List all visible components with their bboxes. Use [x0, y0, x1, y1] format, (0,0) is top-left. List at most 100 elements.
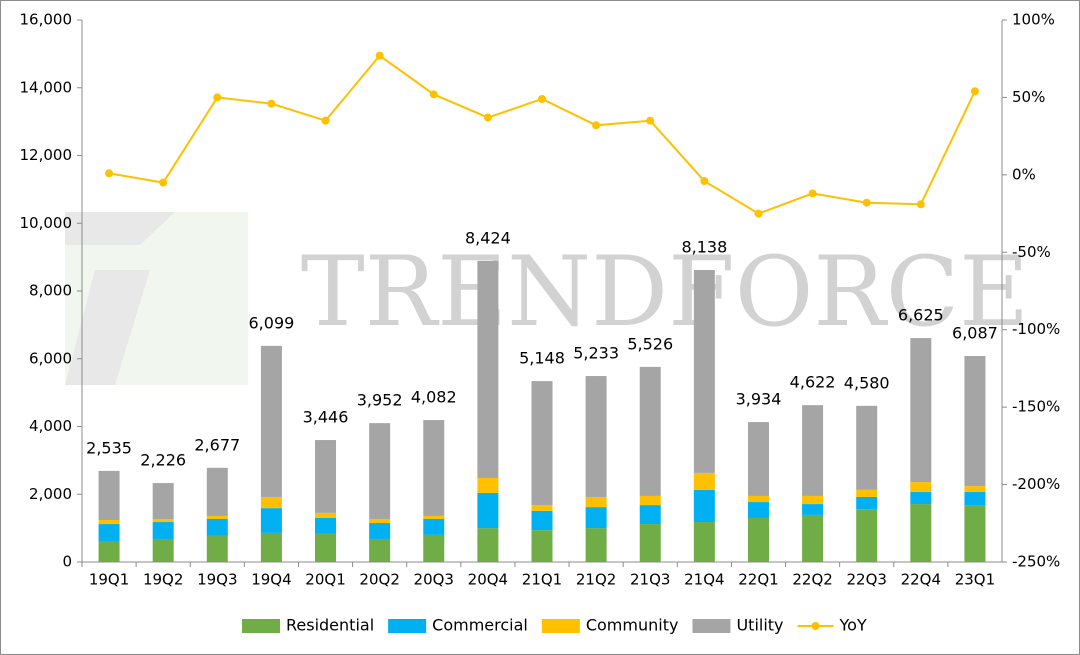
bar-segment	[531, 381, 553, 506]
yoy-point	[754, 209, 763, 218]
yoy-point	[375, 51, 384, 60]
y-tick-label: 10,000	[20, 214, 73, 232]
yoy-point	[538, 94, 546, 103]
bar-segment	[369, 518, 391, 524]
y2-tick-label: -50%	[1012, 243, 1051, 261]
total-label: 5,148	[519, 349, 565, 368]
bar-segment	[802, 514, 824, 562]
bar-segment	[98, 540, 120, 562]
yoy-point	[321, 116, 330, 125]
bar-segment	[260, 532, 282, 562]
y2-tick-label: -150%	[1012, 398, 1060, 416]
yoy-point	[483, 113, 492, 122]
total-label: 5,526	[627, 334, 673, 353]
bar-segment	[531, 505, 553, 511]
bar-segment	[206, 515, 228, 519]
x-tick-label: 21Q3	[630, 571, 670, 589]
x-tick-label: 20Q4	[468, 571, 508, 589]
bar-segment	[423, 515, 445, 519]
total-label: 6,099	[249, 313, 295, 332]
y2-tick-label: -250%	[1012, 553, 1060, 571]
bar-segment	[856, 509, 878, 562]
y-tick-label: 4,000	[29, 417, 72, 435]
legend-swatch	[388, 619, 427, 633]
y-tick-label: 0	[62, 553, 72, 571]
bar-segment	[260, 496, 282, 509]
x-tick-label: 20Q3	[414, 571, 454, 589]
bar-segment	[639, 524, 661, 562]
y2-tick-label: -100%	[1012, 320, 1060, 338]
watermark-logo	[65, 212, 248, 385]
bar-segment	[152, 518, 174, 523]
yoy-point	[916, 200, 925, 209]
bar-segment	[585, 376, 607, 497]
yoy-point	[970, 87, 979, 96]
x-tick-label: 22Q4	[901, 571, 941, 589]
bar-segment	[315, 512, 337, 518]
yoy-point	[159, 178, 168, 187]
total-label: 4,082	[411, 388, 457, 407]
bar-segment	[747, 422, 769, 496]
bar-segment	[206, 467, 228, 516]
bar-segment	[98, 524, 120, 541]
bar-segment	[152, 522, 174, 539]
y-tick-label: 14,000	[20, 78, 73, 96]
bar-segment	[802, 495, 824, 505]
bar-segment	[856, 496, 878, 510]
total-label: 6,087	[952, 324, 998, 343]
bar-segment	[693, 489, 715, 523]
bar-segment	[423, 420, 445, 516]
bar-segment	[693, 269, 715, 473]
bar-segment	[369, 523, 391, 539]
bar-segment	[910, 482, 932, 492]
x-tick-label: 22Q3	[846, 571, 886, 589]
total-label: 4,622	[790, 373, 836, 392]
total-label: 2,677	[194, 435, 240, 454]
yoy-point	[429, 90, 438, 99]
total-label: 2,535	[86, 438, 132, 457]
legend-swatch	[541, 619, 580, 633]
bar-segment	[423, 518, 445, 535]
y-tick-label: 2,000	[29, 485, 72, 503]
bar-segment	[910, 491, 932, 505]
x-tick-label: 19Q3	[197, 571, 237, 589]
total-label: 8,424	[465, 228, 511, 247]
bar-segment	[693, 522, 715, 562]
bar-segment	[747, 495, 769, 503]
bar-segment	[369, 423, 391, 519]
bar-segment	[910, 338, 932, 483]
bar-segment	[315, 533, 337, 562]
x-tick-label: 20Q2	[359, 571, 399, 589]
x-tick-label: 21Q4	[684, 571, 724, 589]
y2-tick-label: 100%	[1012, 11, 1055, 29]
x-tick-label: 22Q2	[792, 571, 832, 589]
yoy-point	[267, 99, 276, 108]
total-label: 8,138	[681, 237, 727, 256]
yoy-point	[213, 93, 222, 102]
bar-segment	[585, 496, 607, 508]
bar-segment	[856, 489, 878, 497]
bar-segment	[315, 517, 337, 534]
x-tick-label: 22Q1	[738, 571, 778, 589]
total-label: 2,226	[140, 451, 186, 470]
legend-swatch	[692, 619, 731, 633]
bar-segment	[98, 519, 120, 525]
bar-segment	[585, 528, 607, 562]
bar-segment	[856, 405, 878, 490]
bar-segment	[964, 491, 986, 506]
bar-segment	[639, 495, 661, 506]
total-label: 5,233	[573, 344, 619, 363]
bar-segment	[802, 504, 824, 515]
total-label: 3,934	[736, 390, 782, 409]
yoy-point	[862, 198, 871, 207]
yoy-point	[105, 169, 114, 178]
legend-label: YoY	[839, 616, 867, 635]
bar-segment	[531, 510, 553, 531]
legend-label: Community	[586, 616, 679, 635]
bar-segment	[639, 366, 661, 496]
y2-tick-label: -200%	[1012, 475, 1060, 493]
bar-segment	[369, 538, 391, 562]
yoy-point	[646, 116, 655, 125]
